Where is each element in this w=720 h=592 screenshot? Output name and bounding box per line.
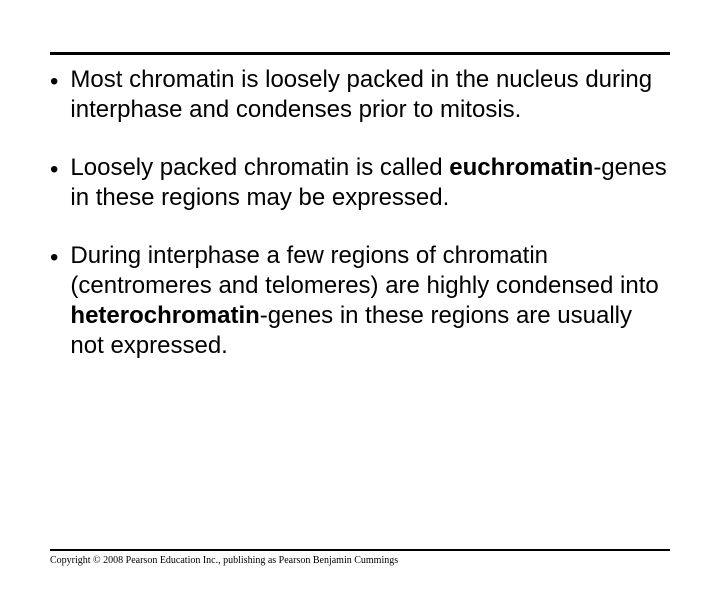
top-rule — [50, 52, 670, 55]
slide: • Most chromatin is loosely packed in th… — [0, 52, 720, 592]
bottom-rule — [50, 549, 670, 551]
bullet-item: • Loosely packed chromatin is called euc… — [50, 153, 670, 213]
text-run: During interphase a few regions of chrom… — [70, 242, 658, 299]
bullet-text: Most chromatin is loosely packed in the … — [70, 65, 670, 125]
footer: Copyright © 2008 Pearson Education Inc.,… — [50, 549, 670, 566]
copyright-text: Copyright © 2008 Pearson Education Inc.,… — [50, 555, 670, 566]
bullet-marker: • — [50, 65, 70, 125]
bullet-item: • Most chromatin is loosely packed in th… — [50, 65, 670, 125]
text-bold: euchromatin — [449, 154, 593, 181]
bullet-marker: • — [50, 241, 70, 361]
bullet-text: Loosely packed chromatin is called euchr… — [70, 153, 670, 213]
content-area: • Most chromatin is loosely packed in th… — [50, 63, 670, 361]
bullet-item: • During interphase a few regions of chr… — [50, 241, 670, 361]
text-bold: heterochromatin — [70, 302, 259, 329]
bullet-marker: • — [50, 153, 70, 213]
text-run: Loosely packed chromatin is called — [70, 154, 449, 181]
bullet-text: During interphase a few regions of chrom… — [70, 241, 670, 361]
